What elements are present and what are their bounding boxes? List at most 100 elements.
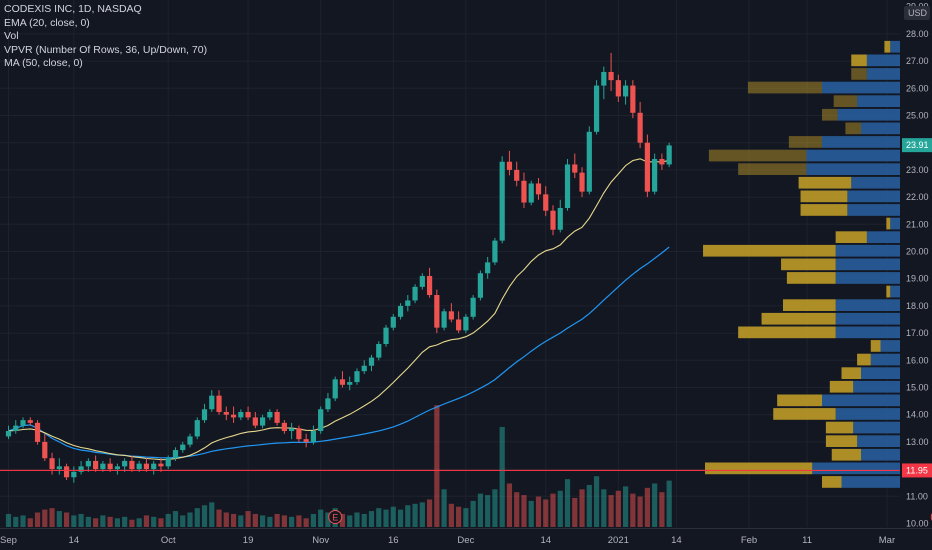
chart-legend: CODEXIS INC, 1D, NASDAQ EMA (20, close, … (4, 3, 207, 71)
vpvr-down-bar (800, 190, 848, 203)
price-tick-label: 15.00 (906, 383, 929, 393)
candle-body (521, 180, 527, 203)
candle-body (63, 466, 70, 478)
volume-bar (579, 489, 585, 527)
price-tick-label: 25.00 (906, 111, 929, 121)
candle-body (601, 71, 607, 86)
vpvr-legend[interactable]: VPVR (Number Of Rows, 36, Up/Down, 70) (4, 43, 208, 56)
volume-bar (339, 513, 346, 527)
price-axis[interactable]: 11.0012.0013.0014.0015.0016.0017.0018.00… (902, 2, 932, 529)
candle-body (354, 371, 360, 383)
candle-body (448, 311, 454, 320)
volume-bar (114, 518, 120, 527)
vpvr-up-bar (812, 462, 900, 475)
candle-body (390, 316, 396, 328)
ma-legend[interactable]: MA (50, close, 0) (4, 57, 83, 69)
last-price-label: 23.91 (906, 140, 929, 150)
price-tick-label: 14.00 (906, 410, 929, 420)
candle-body (419, 275, 425, 287)
volume-bar (405, 505, 411, 527)
volume-bar (187, 512, 193, 527)
price-tick-label: 17.00 (906, 328, 929, 338)
candle-body (535, 183, 542, 195)
candle-body (93, 460, 99, 470)
volume-bar (5, 513, 12, 527)
vpvr-up-bar (835, 312, 900, 325)
volume-bar (499, 426, 505, 527)
currency-badge (904, 6, 930, 20)
volume-bar (209, 502, 215, 527)
volume-bar (564, 479, 571, 527)
candle-body (260, 417, 266, 426)
volume-bar (136, 518, 142, 527)
volume-bar (368, 511, 375, 527)
vpvr-down-bar (738, 163, 807, 175)
vol-legend[interactable]: Vol (4, 30, 19, 42)
candle-body (158, 463, 164, 467)
candle-body (129, 460, 135, 470)
symbol-title[interactable]: CODEXIS INC, 1D, NASDAQ (4, 3, 142, 15)
date-tick-label: 14 (540, 535, 551, 546)
vpvr-down-bar (747, 81, 822, 94)
candle-body (361, 365, 367, 372)
time-axis[interactable]: Sep14Oct19Nov16Dec14202114Feb11Mar15 (0, 535, 932, 546)
volume-bar (180, 515, 186, 527)
vpvr-down-bar (857, 353, 871, 366)
volume-bar (194, 508, 200, 527)
candle-body (143, 463, 150, 470)
volume-bar (535, 496, 542, 527)
candle-body (267, 411, 273, 418)
candle-body (514, 169, 520, 181)
volume-bar (608, 495, 614, 527)
volume-bar (615, 490, 621, 527)
vpvr-down-bar (800, 204, 848, 216)
candle-body (281, 422, 287, 432)
volume-bar (528, 500, 534, 527)
vpvr-down-bar (761, 312, 836, 325)
candle-body (615, 80, 621, 97)
date-tick-label: 14 (671, 535, 682, 546)
volume-bar (456, 506, 462, 527)
reference-price-badge (902, 463, 932, 478)
volume-bar (151, 516, 157, 527)
price-tick-label: 28.00 (906, 29, 929, 39)
vpvr-up-bar (841, 476, 900, 488)
vpvr-up-bar (861, 367, 900, 379)
moving-averages (8, 158, 670, 461)
volume-bar (652, 483, 658, 527)
volume-bar (201, 505, 208, 527)
candle-body (485, 262, 491, 274)
candle-body (303, 439, 309, 442)
volume-bar (354, 512, 360, 527)
volume-bar (623, 486, 629, 527)
price-tick-label: 23.00 (906, 165, 929, 175)
candle-body (630, 85, 636, 113)
candle-body (347, 382, 353, 385)
candle-body (42, 441, 48, 459)
vpvr-down-bar (829, 380, 854, 393)
candle-body (114, 466, 120, 470)
volume-bar (34, 512, 41, 527)
vpvr-up-bar (835, 244, 900, 257)
vpvr-up-bar (890, 217, 900, 230)
price-tick-label: 26.00 (906, 83, 929, 93)
ema-legend[interactable]: EMA (20, close, 0) (4, 16, 90, 29)
vpvr-up-bar (857, 95, 900, 107)
vpvr-down-bar (841, 367, 861, 379)
candle-body (107, 463, 113, 470)
candle-body (456, 319, 462, 331)
vpvr-up-bar (822, 81, 900, 94)
earnings-marker-circle (328, 510, 343, 524)
volume-bar (13, 516, 19, 527)
candle-body (441, 311, 447, 328)
vpvr-up-bar (866, 231, 900, 243)
volume-bar (281, 515, 287, 527)
vpvr-down-bar (788, 136, 822, 148)
candle-body (659, 159, 665, 165)
volume-bar (223, 512, 229, 527)
volume-bar (601, 489, 607, 527)
candle-body (412, 286, 418, 301)
vpvr-up-bar (853, 421, 900, 434)
vpvr-down-bar (822, 108, 838, 121)
